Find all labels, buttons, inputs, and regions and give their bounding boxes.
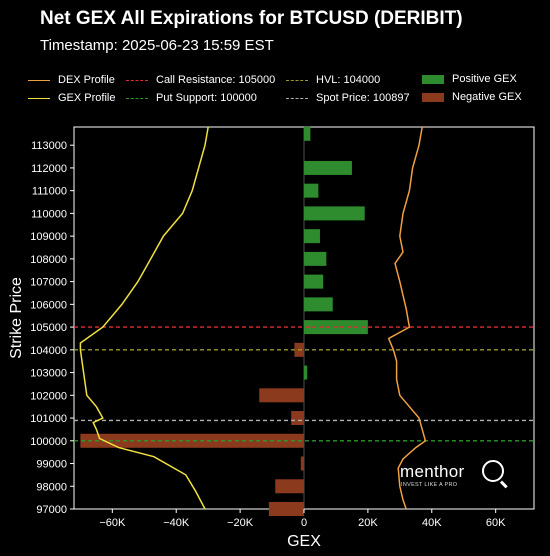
brand-logo: menthor INVEST LIKE A PRO	[400, 460, 510, 496]
y-tick-label: 105000	[30, 322, 67, 334]
gex-bar	[300, 456, 304, 471]
chart-title: Net GEX All Expirations for BTCUSD (DERI…	[40, 8, 463, 29]
legend-negative-gex: Negative GEX	[422, 91, 522, 103]
x-axis-label: GEX	[287, 533, 321, 550]
chart-subtitle: Timestamp: 2025-06-23 15:59 EST	[40, 37, 274, 54]
y-tick-label: 103000	[30, 368, 67, 380]
gex-bar	[304, 251, 327, 266]
brand-name: menthor	[400, 462, 465, 481]
y-tick-label: 106000	[30, 299, 67, 311]
legend-spot-price: Spot Price: 100897	[286, 92, 410, 104]
y-tick-label: 107000	[30, 277, 67, 289]
legend-positive-gex: Positive GEX	[422, 73, 517, 85]
legend-negative-label: Negative GEX	[452, 91, 522, 103]
legend-dex-profile: DEX Profile	[28, 74, 115, 86]
y-tick-label: 111000	[32, 186, 67, 198]
legend-call-resistance-label: Call Resistance: 105000	[156, 74, 276, 86]
brand-tagline: INVEST LIKE A PRO	[401, 482, 458, 488]
y-tick-label: 109000	[30, 231, 67, 243]
gex-bar	[304, 229, 320, 244]
dex-profile-line	[387, 126, 427, 510]
gex-bar	[304, 126, 311, 141]
y-axis-label: Strike Price	[8, 277, 25, 359]
legend-spot-price-swatch	[286, 97, 308, 99]
gex-bar	[304, 274, 324, 289]
x-tick-label: 40K	[422, 517, 442, 529]
gex-bar	[259, 388, 304, 403]
legend-hvl-swatch	[286, 79, 308, 81]
legend-positive-swatch	[422, 74, 444, 84]
y-tick-label: 101000	[30, 413, 67, 425]
y-tick-label: 102000	[30, 390, 67, 402]
legend-gex-profile: GEX Profile	[28, 92, 115, 104]
gex-bar	[304, 206, 365, 221]
legend-negative-swatch	[422, 92, 444, 102]
y-tick-label: 100000	[30, 436, 67, 448]
y-tick-label: 99000	[36, 459, 67, 471]
legend: DEX Profile GEX Profile Call Resistance:…	[28, 73, 548, 110]
brand-q-icon	[482, 460, 504, 482]
legend-put-support-label: Put Support: 100000	[156, 92, 257, 104]
gex-profile-line	[79, 126, 209, 510]
legend-positive-label: Positive GEX	[452, 73, 517, 85]
gex-bar	[304, 183, 319, 198]
x-tick-label: 60K	[486, 517, 506, 529]
legend-call-resistance: Call Resistance: 105000	[126, 74, 275, 86]
gex-bar	[80, 433, 304, 448]
x-tick-label: 20K	[358, 517, 378, 529]
legend-spot-price-label: Spot Price: 100897	[316, 92, 410, 104]
y-tick-label: 97000	[36, 504, 67, 516]
y-tick-label: 104000	[30, 345, 67, 357]
y-tick-label: 110000	[31, 208, 67, 220]
x-tick-label: −40K	[163, 517, 190, 529]
y-tick-label: 98000	[36, 481, 67, 493]
y-tick-label: 112000	[31, 163, 67, 175]
y-tick-label: 108000	[30, 254, 67, 266]
x-tick-label: −20K	[227, 517, 254, 529]
gex-bar	[275, 479, 304, 494]
gex-bar	[304, 297, 333, 312]
gex-bar	[304, 160, 352, 175]
legend-gex-swatch	[28, 97, 50, 99]
legend-hvl-label: HVL: 104000	[316, 74, 381, 86]
y-tick-label: 113000	[31, 140, 67, 152]
legend-put-support-swatch	[126, 97, 148, 99]
x-tick-label: −60K	[99, 517, 126, 529]
gex-bar	[268, 502, 304, 516]
legend-dex-label: DEX Profile	[58, 74, 115, 86]
gex-bar	[304, 365, 308, 380]
legend-put-support: Put Support: 100000	[126, 92, 257, 104]
gex-bar	[291, 411, 304, 426]
x-tick-label: 0	[301, 517, 307, 529]
legend-call-resistance-swatch	[126, 79, 148, 81]
legend-gex-label: GEX Profile	[58, 92, 116, 104]
legend-hvl: HVL: 104000	[286, 74, 380, 86]
legend-dex-swatch	[28, 79, 50, 81]
